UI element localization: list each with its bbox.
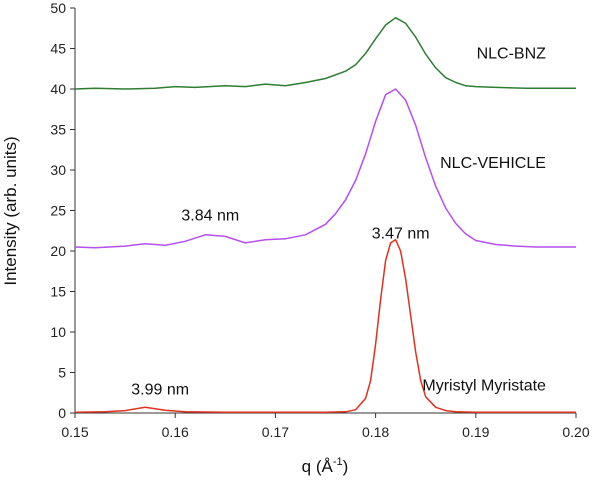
x-tick-label: 0.18 (362, 424, 389, 440)
peak-annotation: 3.99 nm (131, 382, 189, 399)
y-tick-label: 20 (50, 243, 66, 259)
peak-annotation: 3.47 nm (372, 225, 430, 242)
series-label: Myristyl Myristate (422, 378, 546, 395)
y-tick-label: 5 (58, 365, 66, 381)
series-label: NLC-VEHICLE (440, 155, 546, 172)
y-tick-label: 10 (50, 324, 66, 340)
y-axis-ticks: 0 5 10 15 20 25 30 35 40 45 50 (50, 0, 75, 421)
plot-area: 0.15 0.16 0.17 0.18 0.19 0.20 0 5 10 15 20 25 30 35 4… (50, 0, 589, 440)
x-axis-title: q (Å-1) (302, 456, 349, 476)
y-tick-label: 30 (50, 162, 66, 178)
x-tick-label: 0.20 (562, 424, 589, 440)
y-tick-label: 0 (58, 405, 66, 421)
series-label: NLC-BNZ (477, 46, 547, 63)
series-labels: NLC-BNZ NLC-VEHICLE Myristyl Myristate (422, 46, 546, 395)
y-tick-label: 35 (50, 122, 66, 138)
series-lines (74, 16, 576, 413)
y-tick-label: 50 (50, 0, 66, 16)
x-tick-label: 0.19 (462, 424, 489, 440)
y-tick-label: 15 (50, 284, 66, 300)
peak-annotation: 3.84 nm (181, 208, 239, 225)
series-line-nlc-bnz (74, 16, 576, 90)
series-line-nlc-vehicle (74, 88, 576, 249)
y-tick-label: 40 (50, 81, 66, 97)
x-axis-ticks: 0.15 0.16 0.17 0.18 0.19 0.20 (61, 413, 590, 440)
y-axis-title: Intensity (arb. units) (1, 136, 20, 285)
y-tick-label: 25 (50, 203, 66, 219)
peak-annotations: 3.84 nm 3.47 nm 3.99 nm (131, 208, 429, 399)
x-tick-label: 0.16 (162, 424, 189, 440)
y-tick-label: 45 (50, 41, 66, 57)
series-line-myristyl-myristate (74, 238, 576, 413)
x-tick-label: 0.15 (61, 424, 88, 440)
x-tick-label: 0.17 (262, 424, 289, 440)
